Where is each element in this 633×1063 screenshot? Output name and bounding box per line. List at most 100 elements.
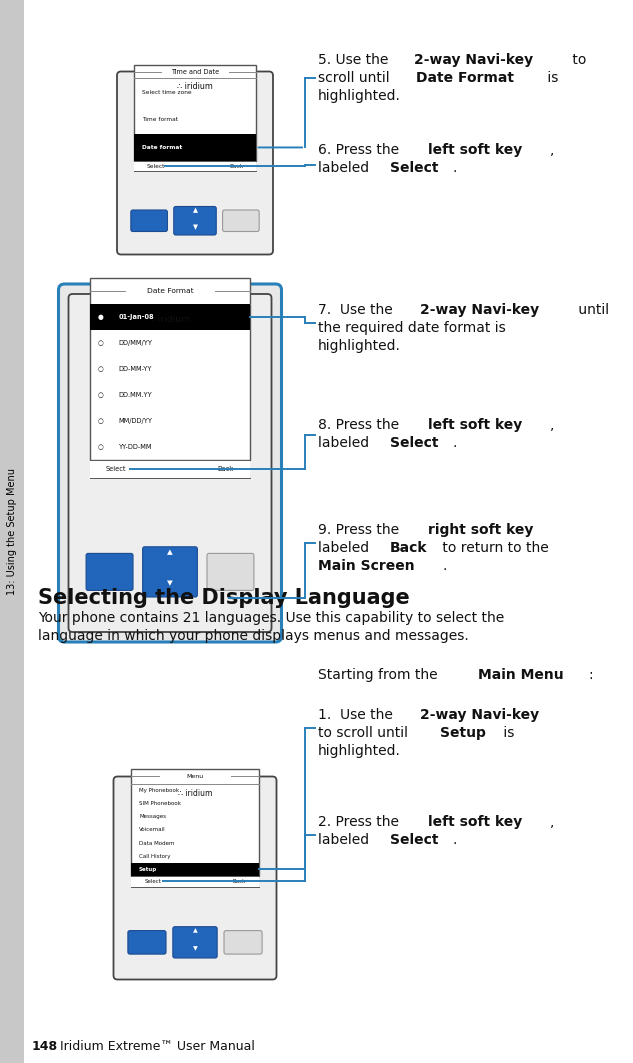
- Text: Select: Select: [106, 466, 127, 472]
- Text: Messages: Messages: [139, 814, 166, 820]
- Text: Iridium Extreme™ User Manual: Iridium Extreme™ User Manual: [60, 1040, 255, 1053]
- Text: labeled: labeled: [318, 833, 373, 847]
- Text: 5. Use the: 5. Use the: [318, 53, 392, 67]
- FancyBboxPatch shape: [68, 294, 272, 632]
- Text: ∴ iridium: ∴ iridium: [178, 789, 212, 797]
- Text: Select: Select: [390, 161, 438, 175]
- FancyBboxPatch shape: [207, 554, 254, 590]
- Text: Setup: Setup: [440, 726, 486, 740]
- Text: ○: ○: [98, 418, 106, 424]
- Text: the required date format is: the required date format is: [318, 321, 506, 335]
- Text: until: until: [573, 303, 609, 317]
- Text: ●: ●: [98, 314, 106, 320]
- Text: 1.  Use the: 1. Use the: [318, 708, 398, 722]
- Text: Select: Select: [146, 164, 165, 169]
- Text: ○: ○: [98, 391, 106, 398]
- Text: Back: Back: [232, 879, 246, 884]
- Text: DD.MM.YY: DD.MM.YY: [119, 391, 153, 398]
- Text: Time and Date: Time and Date: [171, 69, 219, 74]
- Text: labeled: labeled: [318, 541, 373, 555]
- Text: 7.  Use the: 7. Use the: [318, 303, 397, 317]
- Text: ○: ○: [98, 366, 106, 372]
- Text: Voicemail: Voicemail: [139, 827, 166, 832]
- Text: to: to: [568, 53, 587, 67]
- Text: ,: ,: [550, 144, 555, 157]
- Text: Date Format: Date Format: [147, 288, 193, 293]
- Text: Your phone contains 21 languages. Use this capability to select the: Your phone contains 21 languages. Use th…: [38, 611, 505, 625]
- Text: 2. Press the: 2. Press the: [318, 815, 403, 829]
- Text: DD/MM/YY: DD/MM/YY: [119, 340, 153, 345]
- FancyBboxPatch shape: [117, 71, 273, 254]
- FancyBboxPatch shape: [173, 927, 217, 958]
- Text: 9. Press the: 9. Press the: [318, 523, 403, 537]
- Text: left soft key: left soft key: [428, 815, 522, 829]
- Text: ▲: ▲: [192, 928, 197, 933]
- Text: Date Format: Date Format: [416, 71, 514, 85]
- Text: ○: ○: [98, 443, 106, 450]
- Text: left soft key: left soft key: [429, 144, 523, 157]
- Text: Select time zone: Select time zone: [142, 89, 191, 95]
- Text: is: is: [542, 71, 558, 85]
- Bar: [132, 863, 258, 876]
- Text: ▼: ▼: [192, 947, 197, 951]
- Text: Back: Back: [218, 466, 234, 472]
- Text: ▼: ▼: [167, 580, 173, 587]
- Text: .: .: [452, 161, 456, 175]
- Text: ▼: ▼: [192, 224, 197, 230]
- Text: DD-MM-YY: DD-MM-YY: [119, 366, 153, 372]
- Text: :: :: [589, 668, 593, 682]
- FancyBboxPatch shape: [58, 284, 282, 642]
- Bar: [134, 134, 256, 162]
- FancyBboxPatch shape: [142, 546, 197, 597]
- FancyBboxPatch shape: [224, 930, 262, 955]
- FancyBboxPatch shape: [128, 930, 166, 955]
- Bar: [90, 279, 250, 459]
- Text: is: is: [499, 726, 515, 740]
- Text: Main Menu: Main Menu: [478, 668, 563, 682]
- FancyBboxPatch shape: [223, 210, 259, 232]
- Text: ∴ iridium: ∴ iridium: [177, 82, 213, 91]
- Text: highlighted.: highlighted.: [318, 339, 401, 353]
- Text: Date format: Date format: [142, 145, 182, 150]
- Bar: [132, 876, 258, 887]
- Bar: [90, 459, 250, 478]
- FancyBboxPatch shape: [113, 776, 277, 979]
- Bar: [90, 304, 250, 330]
- Text: 8. Press the: 8. Press the: [318, 418, 403, 432]
- Text: My Phonebook: My Phonebook: [139, 788, 179, 793]
- Text: highlighted.: highlighted.: [318, 89, 401, 103]
- Text: highlighted.: highlighted.: [318, 744, 401, 758]
- Text: ▲: ▲: [167, 550, 173, 555]
- Text: Starting from the: Starting from the: [318, 668, 442, 682]
- Text: to scroll until: to scroll until: [318, 726, 412, 740]
- Text: Select: Select: [390, 436, 438, 450]
- Text: Menu: Menu: [186, 774, 204, 779]
- Text: 148: 148: [32, 1040, 58, 1053]
- Text: .: .: [442, 559, 447, 573]
- Text: SIM Phonebook: SIM Phonebook: [139, 802, 181, 806]
- Text: Selecting the Display Language: Selecting the Display Language: [38, 588, 410, 608]
- Text: Select: Select: [144, 879, 161, 884]
- Text: 01-Jan-08: 01-Jan-08: [119, 314, 154, 320]
- Text: ○: ○: [98, 340, 106, 345]
- Text: Time format: Time format: [142, 117, 178, 122]
- Text: ,: ,: [550, 418, 555, 432]
- Text: ,: ,: [550, 815, 554, 829]
- Text: labeled: labeled: [318, 436, 373, 450]
- Text: Select: Select: [390, 833, 438, 847]
- Text: 2-way Navi-key: 2-way Navi-key: [420, 303, 539, 317]
- Text: .: .: [452, 833, 456, 847]
- Text: Main Screen: Main Screen: [318, 559, 415, 573]
- Text: to return to the: to return to the: [438, 541, 549, 555]
- Text: 2-way Navi-key: 2-way Navi-key: [420, 708, 539, 722]
- Text: Data Modem: Data Modem: [139, 841, 175, 845]
- Text: left soft key: left soft key: [429, 418, 523, 432]
- Text: scroll until: scroll until: [318, 71, 394, 85]
- Bar: [134, 162, 256, 171]
- Text: 6. Press the: 6. Press the: [318, 144, 403, 157]
- Text: YY-DD-MM: YY-DD-MM: [119, 443, 153, 450]
- Text: Back: Back: [229, 164, 244, 169]
- FancyBboxPatch shape: [174, 206, 216, 235]
- Text: ▲: ▲: [192, 207, 197, 214]
- FancyBboxPatch shape: [86, 554, 133, 590]
